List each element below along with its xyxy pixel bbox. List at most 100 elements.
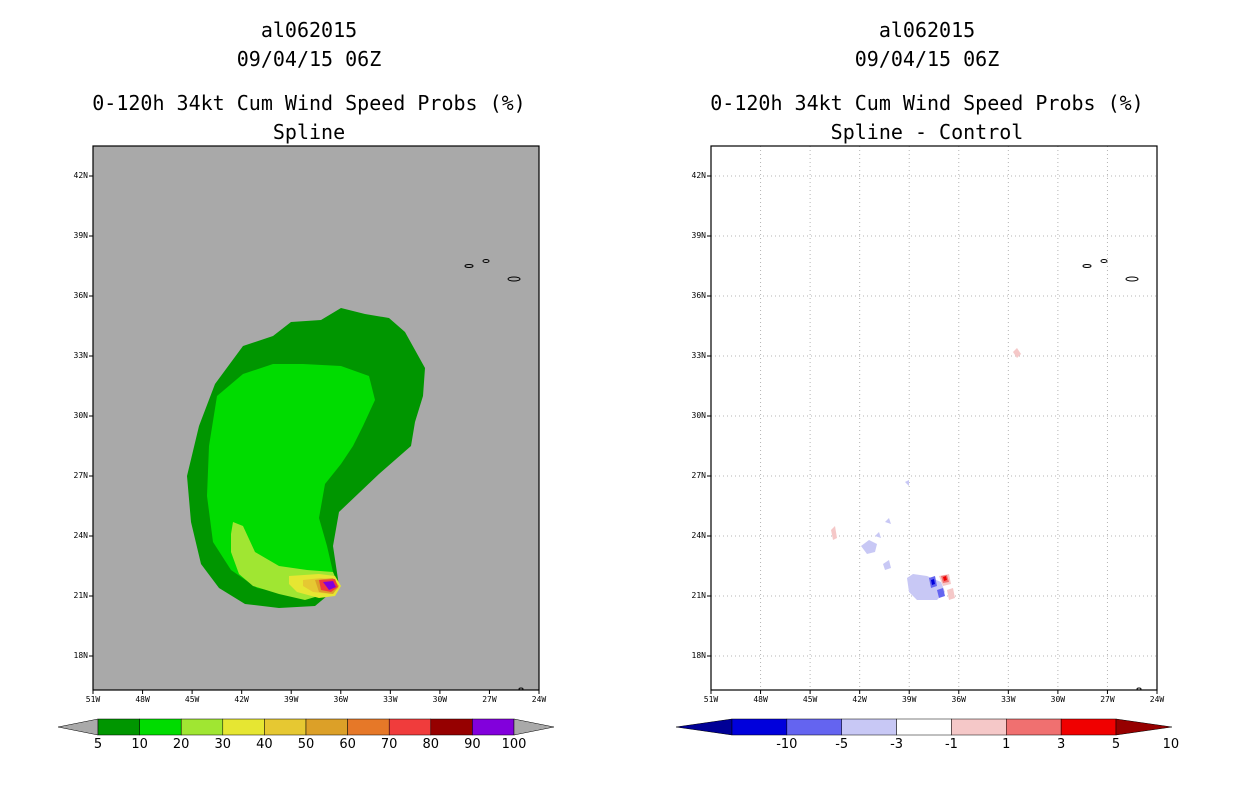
diff-positive-small — [1013, 348, 1021, 358]
colorbar-label: 70 — [380, 737, 398, 752]
colorbar-label: 60 — [339, 737, 356, 752]
diff-positive-small — [831, 526, 837, 540]
colorbar-label: -3 — [890, 737, 904, 752]
colorbar — [675, 718, 1173, 736]
colorbar-swatch — [388, 718, 432, 736]
map-border — [710, 145, 1158, 691]
colorbar-label: 80 — [422, 737, 440, 752]
lon-tick-label: 39W — [901, 695, 917, 704]
colorbar-swatch — [1006, 718, 1062, 736]
colorbar-swatch — [180, 718, 224, 736]
diff-negative-small — [905, 480, 909, 486]
lon-tick-label: 42W — [852, 695, 867, 704]
colorbar-swatch — [430, 718, 473, 736]
diff-negative-small — [875, 532, 881, 538]
lat-tick-label: 36N — [73, 291, 88, 300]
forecast-datetime: 09/04/15 06Z — [236, 47, 382, 71]
storm-id: al062015 — [878, 18, 976, 42]
lon-tick-label: 39W — [283, 695, 299, 704]
diff-negative-small — [883, 560, 891, 570]
colorbar-swatch — [347, 718, 390, 736]
colorbar-swatch — [896, 718, 952, 736]
colorbar-label: 1 — [1002, 737, 1011, 752]
colorbar-label: 5 — [1111, 737, 1121, 752]
lon-tick-label: 48W — [753, 695, 768, 704]
colorbar-label: 50 — [297, 737, 315, 752]
lon-tick-label: 42W — [234, 695, 249, 704]
colorbar-label: 10 — [1162, 737, 1180, 752]
lat-tick-label: 27N — [691, 471, 706, 480]
colorbar-swatch — [1060, 718, 1117, 736]
colorbar-svg — [675, 718, 1173, 736]
contour-90 — [323, 581, 336, 590]
lat-tick-label: 33N — [73, 351, 88, 360]
probability-map: 42N 39N 36N 33N 30N 27N 24N 21N 18N 51W 48W 45W 42W 3… — [74, 145, 546, 704]
product-title: 0-120h 34kt Cum Wind Speed Probs (%) — [92, 91, 526, 115]
diff-positive-small — [947, 588, 955, 600]
right-panel: al062015 09/04/15 06Z 0-120h 34kt Cum Wi… — [618, 0, 1236, 800]
lat-tick-label: 18N — [73, 651, 88, 660]
colorbar-label: -10 — [776, 737, 798, 752]
diff-negative-mid — [937, 588, 945, 598]
colorbar-label: 3 — [1057, 737, 1066, 752]
difference-patches — [831, 348, 1021, 600]
colorbar-label: 30 — [214, 737, 232, 752]
lon-tick-label: 30W — [1050, 695, 1066, 704]
colorbar-swatch — [841, 718, 897, 736]
lat-tick-label: 24N — [691, 531, 706, 540]
colorbar-swatch — [139, 718, 182, 736]
lon-tick-label: 24W — [1149, 695, 1165, 704]
panel-subtitle: Spline - Control — [830, 120, 1024, 144]
lat-tick-label: 39N — [691, 231, 706, 240]
colorbar-label: -5 — [835, 737, 849, 752]
map-border — [92, 145, 540, 691]
lon-tick-label: 27W — [482, 695, 497, 704]
colorbar-swatch — [222, 718, 265, 736]
contour-10 — [207, 364, 375, 594]
lon-tick-label: 36W — [951, 695, 966, 704]
gridlines — [711, 146, 1157, 690]
left-panel: al062015 09/04/15 06Z 0-120h 34kt Cum Wi… — [57, 18, 555, 752]
colorbar-label: 10 — [131, 737, 148, 752]
colorbar-label: -1 — [944, 737, 958, 752]
probability-map-svg — [89, 145, 540, 694]
colorbar-swatch — [786, 718, 842, 736]
colorbar-under-arrow — [57, 718, 99, 736]
forecast-datetime: 09/04/15 06Z — [854, 47, 1000, 71]
lon-tick-label: 36W — [333, 695, 348, 704]
colorbar-over-arrow — [513, 718, 555, 736]
colorbar-label: 20 — [172, 737, 190, 752]
lat-tick-label: 27N — [73, 471, 88, 480]
lon-tick-label: 33W — [1001, 695, 1016, 704]
colorbar-swatch — [264, 718, 307, 736]
lat-tick-label: 30N — [73, 411, 88, 420]
colorbar-under-arrow — [675, 718, 733, 736]
panel-subtitle: Spline — [272, 120, 346, 144]
colorbar-label: 5 — [93, 737, 103, 752]
lat-tick-label: 21N — [691, 591, 706, 600]
colorbar-swatch — [951, 718, 1007, 736]
colorbar-swatch — [472, 718, 515, 736]
lon-tick-label: 33W — [383, 695, 398, 704]
lon-tick-label: 45W — [184, 695, 200, 704]
lat-tick-label: 18N — [691, 651, 706, 660]
colorbar-label: 100 — [501, 737, 527, 752]
lat-tick-label: 24N — [73, 531, 88, 540]
lat-tick-label: 21N — [73, 591, 88, 600]
diff-negative-small — [861, 540, 877, 554]
colorbar-svg — [57, 718, 555, 736]
lat-tick-label: 33N — [691, 351, 706, 360]
lat-tick-label: 42N — [691, 171, 706, 180]
lon-tick-label: 27W — [1100, 695, 1115, 704]
lon-tick-label: 24W — [531, 695, 547, 704]
lon-tick-label: 51W — [703, 695, 719, 704]
colorbar-label: 90 — [464, 737, 481, 752]
diff-negative-small — [885, 518, 891, 524]
colorbar — [57, 718, 555, 736]
diff-positive-strong — [943, 576, 947, 581]
lat-tick-label: 36N — [691, 291, 706, 300]
colorbar-swatch — [97, 718, 140, 736]
lat-tick-label: 30N — [691, 411, 706, 420]
coastline-islands — [464, 259, 524, 691]
map-background — [711, 146, 1157, 690]
